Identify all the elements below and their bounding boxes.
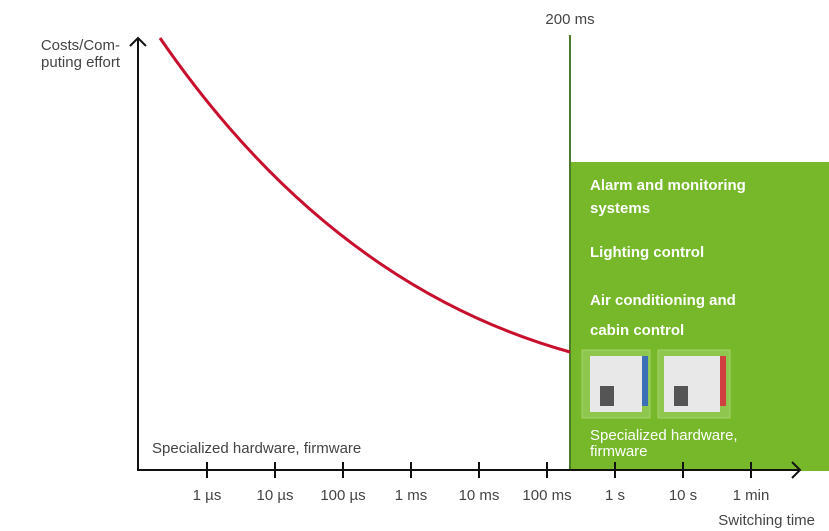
threshold-label: 200 ms [545, 11, 594, 28]
x-tick-label: 1 ms [395, 487, 428, 504]
item: systems [590, 200, 650, 217]
item: cabin control [590, 322, 684, 339]
x-tick-label: 10 µs [257, 487, 294, 504]
x-tick-label: 1 µs [193, 487, 222, 504]
y-axis-label: puting effort [41, 54, 121, 71]
x-tick-label: 100 ms [522, 487, 571, 504]
x-tick-label: 10 ms [459, 487, 500, 504]
x-tick-label: 1 s [605, 487, 625, 504]
x-axis-label: Switching time [718, 512, 815, 529]
region-label: Specialized hardware, firmware [152, 440, 361, 457]
region-label: firmware [590, 443, 648, 460]
x-tick-label: 10 s [669, 487, 697, 504]
x-tick-label: 100 µs [320, 487, 365, 504]
region-label: Specialized hardware, [590, 427, 738, 444]
item: Alarm and monitoring [590, 177, 746, 194]
item: Air conditioning and [590, 292, 736, 309]
item: Lighting control [590, 244, 704, 261]
chart: 1 µs 10 µs 100 µs 1 ms 10 ms 100 ms 1 s 10 s 1 m… [0, 0, 829, 531]
y-axis-label: Costs/Com- [41, 37, 120, 54]
cost-curve [160, 38, 570, 352]
x-tick-label: 1 min [733, 487, 770, 504]
